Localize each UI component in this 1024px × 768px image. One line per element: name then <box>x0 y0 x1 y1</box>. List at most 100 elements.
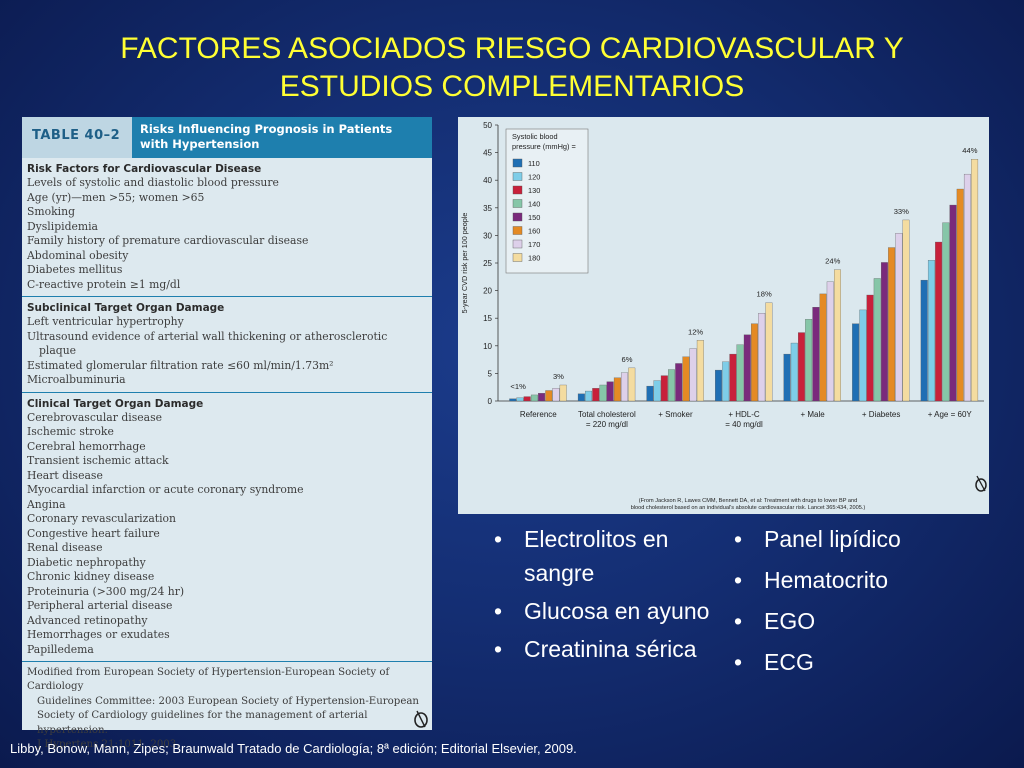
legend-label-170: 170 <box>528 240 540 249</box>
bar-170-group-6 <box>963 173 971 402</box>
slide-title: FACTORES ASOCIADOS RIESGO CARDIOVASCULAR… <box>20 30 1004 106</box>
list-item: Panel lipídico <box>724 522 984 556</box>
bar-160-group-2 <box>682 356 690 402</box>
x-category-label: + Smoker <box>658 410 693 419</box>
bar-110-group-3 <box>715 369 722 402</box>
table-row: Age (yr)—men >55; women >65 <box>27 190 205 204</box>
y-tick-label: 10 <box>483 342 492 351</box>
x-category-label: Reference <box>520 410 557 419</box>
bar-160-group-3 <box>751 323 758 402</box>
list-item: ECG <box>724 645 984 679</box>
bar-140-group-4 <box>805 319 813 402</box>
bar-130-group-5 <box>866 294 874 402</box>
lab-tests-list-right: Panel lipídico Hematocrito EGO ECG <box>724 522 984 686</box>
bar-110-group-4 <box>783 353 791 402</box>
list-item: EGO <box>724 604 984 638</box>
x-category-label: = 40 mg/dl <box>725 420 763 429</box>
y-tick-label: 25 <box>483 259 492 268</box>
legend-swatch-120 <box>512 172 523 181</box>
bar-150-group-2 <box>675 363 683 402</box>
chart-source-note: (From Jackson R, Lawes CMM, Bennett DA, … <box>598 498 898 512</box>
bar-110-group-0 <box>509 398 517 402</box>
section-heading: Clinical Target Organ Damage <box>27 397 204 410</box>
table-caption-line1: Risks Influencing Prognosis in Patients <box>140 122 393 136</box>
chart-source-line: (From Jackson R, Lawes CMM, Bennett DA, … <box>638 498 858 504</box>
y-tick-label: 40 <box>483 176 492 185</box>
bar-150-group-1 <box>606 381 614 402</box>
table-row: Estimated glomerular filtration rate ≤60… <box>27 358 334 372</box>
bar-110-group-2 <box>646 385 654 402</box>
x-category-label: Total cholesterol <box>578 410 636 419</box>
table-header: TABLE 40–2 Risks Influencing Prognosis i… <box>22 117 432 158</box>
table-row: Cerebral hemorrhage <box>27 439 146 453</box>
bar-130-group-0 <box>523 396 531 402</box>
footnote-line: Modified from European Society of Hypert… <box>27 667 390 693</box>
bar-170-group-0 <box>552 388 560 402</box>
table-row: Chronic kidney disease <box>27 570 155 583</box>
x-category-label: + HDL-C <box>728 410 760 419</box>
table-row: Hemorrhages or exudates <box>27 628 170 641</box>
table-number: TABLE 40–2 <box>22 117 132 158</box>
bar-160-group-0 <box>545 390 553 402</box>
table-row: Advanced retinopathy <box>27 613 148 627</box>
table-section-clinical: Clinical Target Organ Damage Cerebrovasc… <box>22 393 432 662</box>
table-row: Abdominal obesity <box>27 248 129 262</box>
percent-label: 33% <box>894 207 909 216</box>
table-row: Proteinuria (>300 mg/24 hr) <box>27 584 185 598</box>
bar-140-group-1 <box>599 384 607 402</box>
chart-source-line: blood cholesterol based on an individual… <box>630 505 866 511</box>
list-item: Electrolitos en sangre <box>484 522 714 590</box>
table-row: Left ventricular hypertrophy <box>27 315 184 328</box>
table-row: Levels of systolic and diastolic blood p… <box>27 176 279 189</box>
percent-label: 6% <box>622 355 633 364</box>
x-category-label: = 220 mg/dl <box>586 420 628 429</box>
table-footnote: Modified from European Society of Hypert… <box>22 662 432 756</box>
bar-140-group-6 <box>942 222 950 402</box>
table-row: Heart disease <box>27 468 103 482</box>
bar-120-group-4 <box>790 342 798 402</box>
list-item: Creatinina sérica <box>484 632 714 666</box>
cvd-risk-chart-svg: 0 5 10 15 20 25 30 35 40 45 50 5-year CVD risk per … <box>460 121 984 429</box>
bar-180-group-4 <box>834 269 841 402</box>
percent-label: 24% <box>825 257 840 266</box>
table-row: Cerebrovascular disease <box>27 410 162 424</box>
table-section-subclinical: Subclinical Target Organ Damage Left ven… <box>22 297 432 393</box>
bar-150-group-5 <box>880 262 888 402</box>
bar-160-group-4 <box>819 293 827 402</box>
slide-title-line2: ESTUDIOS COMPLEMENTARIOS <box>279 70 745 103</box>
table-row: Ischemic stroke <box>27 425 114 438</box>
bar-160-group-1 <box>613 377 621 402</box>
bar-140-group-3 <box>736 344 744 402</box>
risk-factors-table: TABLE 40–2 Risks Influencing Prognosis i… <box>22 117 432 750</box>
publisher-logo-icon <box>975 475 987 492</box>
table-row: Coronary revascularization <box>27 512 177 525</box>
bar-110-group-5 <box>852 323 860 402</box>
bar-140-group-0 <box>530 394 538 402</box>
table-row: Congestive heart failure <box>27 526 160 540</box>
bar-120-group-5 <box>859 309 867 402</box>
table-section-risk-factors: Risk Factors for Cardiovascular Disease … <box>22 158 432 297</box>
legend-title: Systolic blood <box>512 132 558 141</box>
percent-label: 12% <box>688 327 703 336</box>
bar-170-group-1 <box>621 372 629 402</box>
bar-120-group-2 <box>653 380 661 402</box>
list-item: Glucosa en ayuno <box>484 594 714 628</box>
legend-label-150: 150 <box>528 213 540 222</box>
table-row: Peripheral arterial disease <box>27 599 173 612</box>
percent-label: 3% <box>553 372 564 381</box>
legend-swatch-180 <box>512 253 523 262</box>
table-row: Myocardial infarction or acute coronary … <box>27 483 304 496</box>
legend-label-180: 180 <box>528 254 540 263</box>
bar-170-group-4 <box>826 281 834 402</box>
section-heading: Subclinical Target Organ Damage <box>27 302 225 314</box>
bar-120-group-1 <box>585 390 593 402</box>
bar-130-group-4 <box>798 332 805 402</box>
bar-140-group-5 <box>873 278 881 402</box>
table-row: Ultrasound evidence of arterial wall thi… <box>27 329 388 343</box>
legend-label-140: 140 <box>528 200 540 209</box>
slide-title-line1: FACTORES ASOCIADOS RIESGO CARDIOVASCULAR… <box>120 32 904 65</box>
y-tick-label: 50 <box>483 121 492 130</box>
table-row: Transient ischemic attack <box>27 454 169 467</box>
legend-label-110: 110 <box>528 159 540 168</box>
percent-label: <1% <box>510 382 526 391</box>
